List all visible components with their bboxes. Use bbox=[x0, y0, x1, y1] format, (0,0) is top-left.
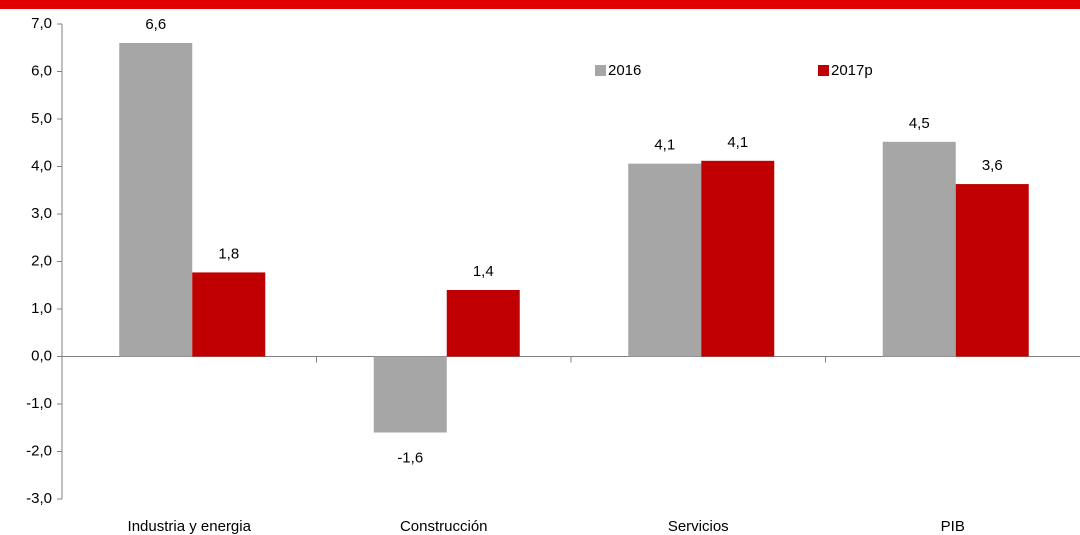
legend-swatch bbox=[595, 65, 606, 76]
data-label: 1,8 bbox=[218, 245, 239, 262]
legend-label: 2017p bbox=[831, 62, 873, 79]
bar bbox=[446, 290, 520, 357]
x-tick-label: Servicios bbox=[668, 518, 729, 535]
bar bbox=[373, 356, 447, 433]
bar bbox=[701, 160, 775, 357]
y-tick-label: 5,0 bbox=[31, 110, 52, 127]
data-label: 4,1 bbox=[727, 134, 748, 151]
y-tick-label: 7,0 bbox=[31, 15, 52, 32]
title-banner bbox=[0, 0, 1080, 9]
x-tick-label: Industria y energia bbox=[128, 518, 252, 535]
bar bbox=[955, 184, 1029, 357]
x-tick-label: PIB bbox=[941, 518, 965, 535]
data-label: 4,1 bbox=[654, 137, 675, 154]
y-tick-label: 2,0 bbox=[31, 252, 52, 269]
bar bbox=[882, 141, 956, 357]
bar bbox=[119, 43, 193, 357]
data-label: 1,4 bbox=[473, 263, 494, 280]
y-tick-label: 0,0 bbox=[31, 347, 52, 364]
y-tick-label: 6,0 bbox=[31, 62, 52, 79]
y-tick-label: 3,0 bbox=[31, 205, 52, 222]
y-tick-label: 4,0 bbox=[31, 157, 52, 174]
bar bbox=[628, 163, 702, 357]
y-tick-label: -3,0 bbox=[26, 490, 52, 507]
data-label: -1,6 bbox=[397, 449, 423, 466]
legend-swatch bbox=[818, 65, 829, 76]
y-tick-label: 1,0 bbox=[31, 300, 52, 317]
y-tick-label: -2,0 bbox=[26, 442, 52, 459]
bar bbox=[192, 272, 266, 357]
data-label: 4,5 bbox=[909, 115, 930, 132]
legend-label: 2016 bbox=[608, 62, 641, 79]
data-label: 3,6 bbox=[982, 157, 1003, 174]
x-tick-label: Construcción bbox=[400, 518, 488, 535]
y-tick-label: -1,0 bbox=[26, 395, 52, 412]
data-label: 6,6 bbox=[145, 16, 166, 33]
